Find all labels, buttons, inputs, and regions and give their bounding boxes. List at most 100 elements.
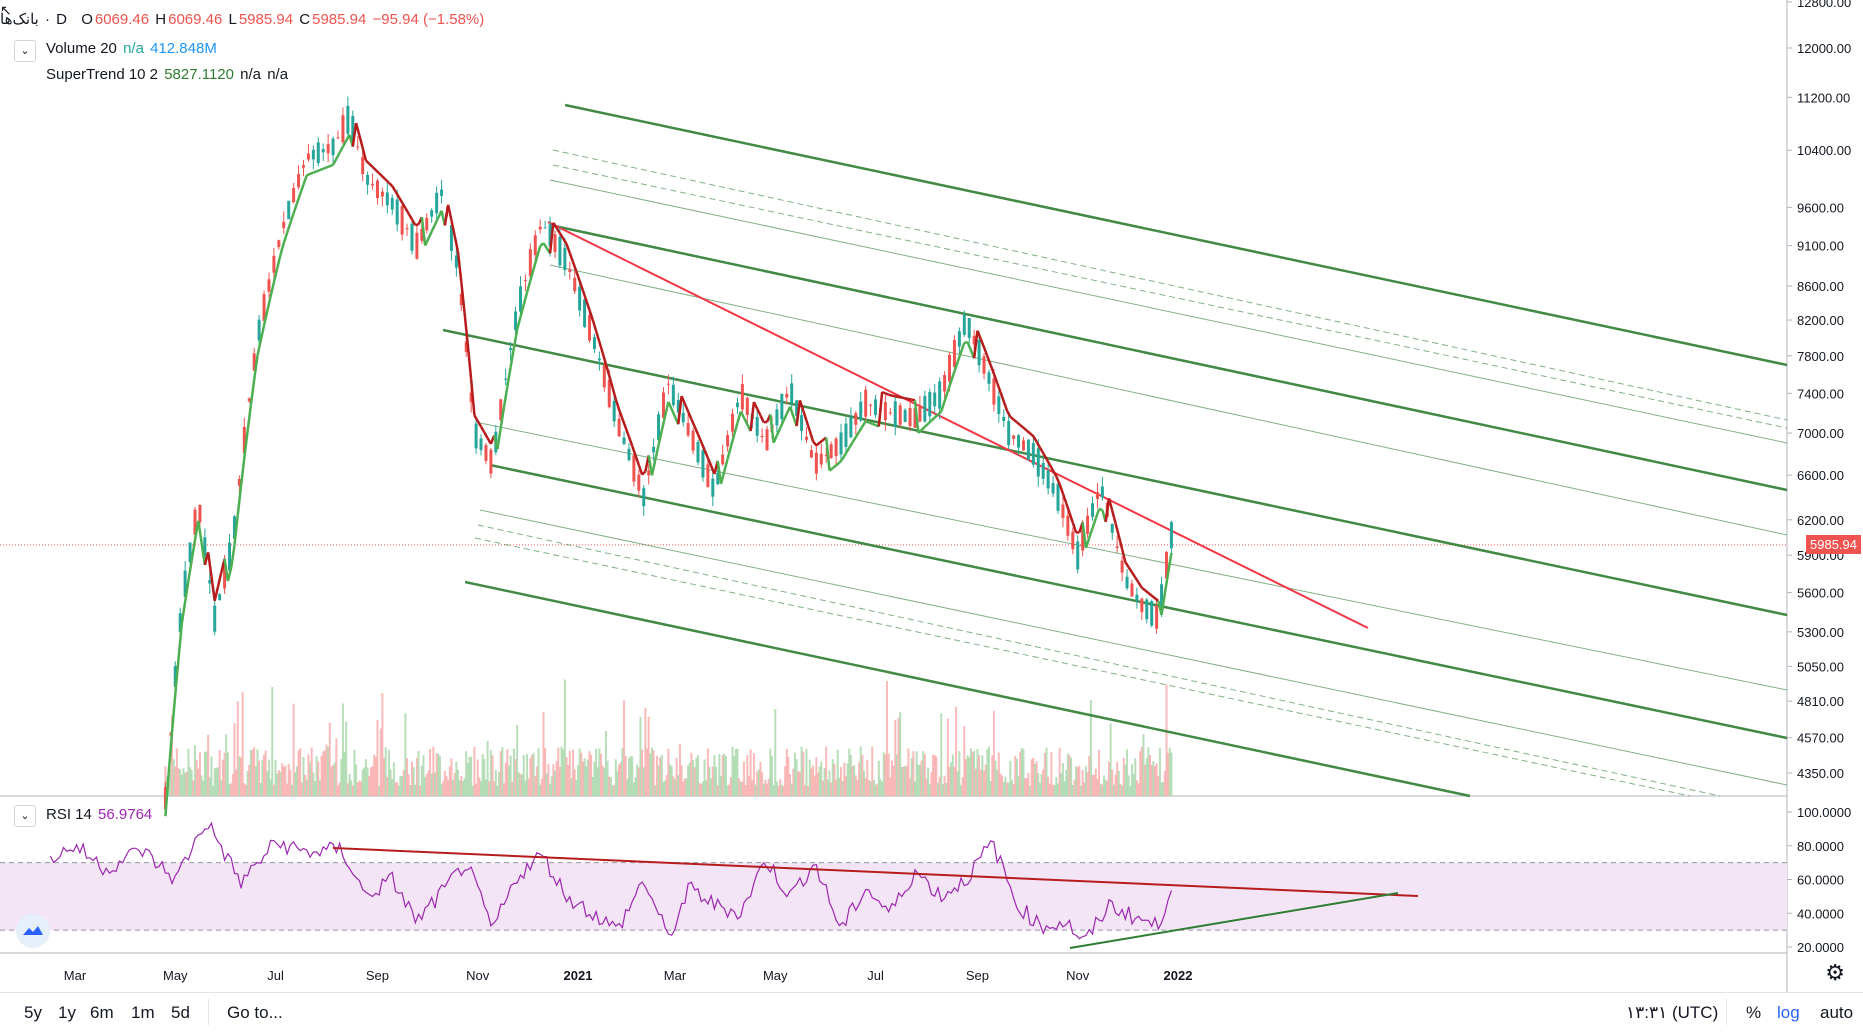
interval-label[interactable]: D [56,11,67,28]
range-5y-button[interactable]: 5y [24,1003,42,1023]
candle-body [672,385,675,405]
tradingview-logo-icon[interactable] [16,914,50,948]
supertrend-segment [504,387,507,407]
candle-body [1061,505,1064,518]
supertrend-segment [925,424,928,427]
volume-name[interactable]: Volume 20 [46,40,117,57]
supertrend-segment [392,186,395,191]
supertrend-segment [570,253,573,262]
supertrend-segment [280,243,283,255]
timezone-button[interactable]: ۱۳:۳۱ (UTC) [1626,1003,1718,1023]
supertrend-segment [977,331,980,339]
supertrend-segment [1145,590,1148,593]
candle-body [889,412,892,413]
channel-line [550,225,1787,490]
supertrend-segment [576,272,579,281]
supertrend-segment [922,427,925,430]
low-value: 5985.94 [239,11,293,28]
price-tick-label: 7400.00 [1797,386,1844,401]
supertrend-segment [399,197,402,203]
last-price-tag: 5985.94 [1806,535,1861,554]
supertrend-segment [1017,422,1020,425]
supertrend-segment [257,340,260,355]
candle-body [1096,492,1099,499]
high-label: H [155,11,166,28]
supertrend-segment [211,576,214,601]
auto-scale-button[interactable]: auto [1820,1003,1853,1023]
log-scale-button[interactable]: log [1777,1003,1800,1023]
supertrend-segment [859,426,862,431]
candle-body [923,396,926,421]
supertrend-segment [895,396,898,397]
candle-body [327,144,330,153]
candle-body [790,383,793,403]
collapse-legend-button[interactable]: ⌄ [14,40,36,62]
candle-body [258,320,261,341]
supertrend-segment [415,224,418,225]
low-label: L [229,11,237,28]
channel-line [553,150,1787,420]
candle-body [425,218,428,230]
rsi-tick-label: 20.0000 [1797,940,1844,955]
supertrend-segment [902,398,905,399]
candle-body [440,190,443,196]
supertrend-segment [366,161,369,164]
range-6m-button[interactable]: 6m [90,1003,114,1023]
rsi-name[interactable]: RSI 14 [46,806,92,823]
supertrend-name[interactable]: SuperTrend 10 2 [46,66,158,83]
supertrend-segment [241,458,244,486]
channel-line [490,465,1787,738]
supertrend-segment [267,296,270,310]
candle-body [509,348,512,350]
candle-body [277,240,280,247]
supertrend-segment [1129,567,1132,572]
supertrend-segment [866,421,869,422]
candle-body [346,106,349,134]
supertrend-segment [458,252,461,282]
candle-body [544,228,547,229]
percent-scale-button[interactable]: % [1746,1003,1761,1023]
close-value: 5985.94 [312,11,366,28]
price-tick-label: 12800.00 [1797,0,1851,10]
candle-body [568,269,571,272]
range-1m-button[interactable]: 1m [131,1003,155,1023]
candle-body [904,410,907,422]
supertrend-segment [405,208,408,214]
supertrend-segment [238,486,241,515]
supertrend-segment [790,407,793,417]
supertrend-segment [320,169,323,170]
supertrend-segment [981,339,984,347]
volume-bar [271,687,273,796]
bottom-toolbar: 5y 1y 6m 1m 5d Go to... ۱۳:۳۱ (UTC) % lo… [0,992,1863,1036]
supertrend-segment [1096,509,1099,519]
supertrend-segment [734,423,737,435]
collapse-rsi-button[interactable]: ⌄ [14,805,36,827]
supertrend-segment [534,257,537,269]
candle-body [810,450,813,457]
candle-body [563,248,566,270]
supertrend-legend: SuperTrend 10 2 5827.1120 n/a n/a [46,66,290,83]
candle-body [963,315,966,335]
supertrend-segment [277,255,280,269]
goto-button[interactable]: Go to... [227,1003,283,1023]
candle-body [312,150,315,160]
candle-body [785,394,788,398]
range-5d-button[interactable]: 5d [171,1003,190,1023]
candle-body [1076,541,1079,569]
supertrend-segment [1112,511,1115,524]
candle-body [756,417,759,436]
supertrend-segment [172,694,175,732]
price-tick-label: 10400.00 [1797,143,1851,158]
range-1y-button[interactable]: 1y [58,1003,76,1023]
candle-body [780,394,783,419]
candle-body [1145,599,1148,619]
supertrend-segment [997,383,1000,392]
supertrend-segment [899,397,902,398]
candle-body [415,233,418,259]
settings-gear-icon[interactable]: ⚙ [1825,960,1845,986]
supertrend-segment [1070,513,1073,523]
candle-body [282,222,285,228]
supertrend-segment [833,465,836,468]
supertrend-segment [428,231,431,238]
